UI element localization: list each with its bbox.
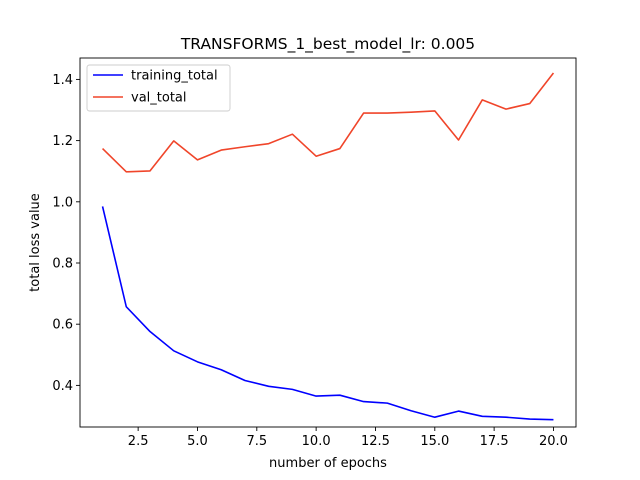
data-point-val-total xyxy=(481,99,483,101)
x-tick-label: 7.5 xyxy=(246,434,267,449)
y-tick-label: 0.4 xyxy=(52,379,73,394)
data-point-training-total xyxy=(339,394,341,396)
y-tick-label: 1.0 xyxy=(52,195,73,210)
series-layer xyxy=(101,72,555,421)
legend-label-training-total: training_total xyxy=(131,69,218,84)
plot-frame xyxy=(79,57,577,428)
chart-title: TRANSFORMS_1_best_model_lr: 0.005 xyxy=(180,35,475,54)
x-tick-label: 17.5 xyxy=(480,434,509,449)
data-point-training-total xyxy=(149,331,151,333)
x-tick-label: 12.5 xyxy=(361,434,390,449)
data-point-training-total xyxy=(173,350,175,352)
data-point-val-total xyxy=(102,148,104,150)
data-point-training-total xyxy=(410,410,412,412)
data-point-val-total xyxy=(434,110,436,112)
data-point-val-total xyxy=(553,72,555,74)
data-point-val-total xyxy=(244,146,246,148)
data-point-training-total xyxy=(529,418,531,420)
x-axis-label: number of epochs xyxy=(269,456,387,471)
data-point-val-total xyxy=(125,171,127,173)
x-tick-label: 5.0 xyxy=(187,434,208,449)
legend-box xyxy=(86,64,231,112)
legend: training_total val_total xyxy=(86,64,231,112)
y-tick-label: 0.6 xyxy=(52,318,73,333)
data-point-val-total xyxy=(410,111,412,113)
x-tick-label: 20.0 xyxy=(539,434,568,449)
data-point-training-total xyxy=(125,306,127,308)
x-tick-label: 15.0 xyxy=(420,434,449,449)
y-tick-label: 1.2 xyxy=(52,134,73,149)
x-tick-label: 2.5 xyxy=(128,434,149,449)
plot-area xyxy=(79,57,577,428)
x-tick-label: 10.0 xyxy=(302,434,331,449)
data-point-val-total xyxy=(339,148,341,150)
data-point-training-total xyxy=(458,410,460,412)
x-axis-ticks: 2.5 5.0 7.5 10.0 12.5 15.0 17.5 20.0 xyxy=(128,427,568,449)
data-point-val-total xyxy=(505,108,507,110)
data-point-val-total xyxy=(387,112,389,114)
data-point-training-total xyxy=(220,369,222,371)
data-point-training-total xyxy=(481,415,483,417)
data-point-val-total xyxy=(173,140,175,142)
data-point-training-total xyxy=(268,386,270,388)
data-point-val-total xyxy=(197,159,199,161)
data-point-training-total xyxy=(197,361,199,363)
y-tick-label: 1.4 xyxy=(52,73,73,88)
data-point-val-total xyxy=(363,112,365,114)
data-point-val-total xyxy=(220,149,222,151)
data-point-training-total xyxy=(363,401,365,403)
data-point-training-total xyxy=(244,380,246,382)
data-point-training-total xyxy=(315,395,317,397)
series-line-val-total xyxy=(101,72,555,173)
data-point-training-total xyxy=(505,416,507,418)
data-point-training-total xyxy=(553,419,555,421)
y-axis-ticks: 0.4 0.6 0.8 1.0 1.2 1.4 xyxy=(52,73,80,394)
data-point-val-total xyxy=(149,170,151,172)
series-line-training-total xyxy=(101,206,554,421)
data-point-val-total xyxy=(292,133,294,135)
data-point-val-total xyxy=(458,139,460,141)
data-point-val-total xyxy=(529,103,531,105)
data-point-training-total xyxy=(434,416,436,418)
legend-label-val-total: val_total xyxy=(131,91,187,106)
data-point-training-total xyxy=(387,402,389,404)
data-point-training-total xyxy=(292,389,294,391)
y-tick-label: 0.8 xyxy=(52,257,73,272)
data-point-val-total xyxy=(315,155,317,157)
y-axis-label: total loss value xyxy=(28,193,43,292)
data-point-training-total xyxy=(102,206,104,208)
data-point-val-total xyxy=(268,143,270,145)
